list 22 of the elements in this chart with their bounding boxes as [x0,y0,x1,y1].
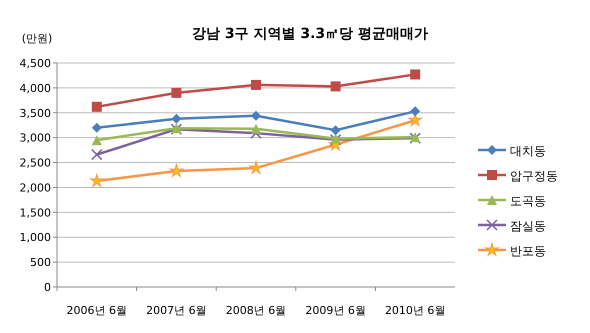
legend-label: 잠실동 [510,219,546,233]
y-tick-label: 1,500 [20,206,51,220]
y-tick-label: 3,500 [20,106,51,120]
x-tick-label: 2010년 6월 [384,304,446,317]
y-tick-label: 4,500 [20,57,51,70]
x-tick-label: 2007년 6월 [146,304,207,317]
x-tick-label: 2009년 6월 [305,304,366,317]
legend-label: 대치동 [510,144,546,158]
y-tick-label: 4,000 [20,82,51,95]
y-tick-label: 1,000 [20,231,51,244]
y-tick-label: 3,000 [20,132,51,145]
legend-label: 도곡동 [510,194,546,208]
x-tick-label: 2008년 6월 [226,304,286,317]
legend-label: 압구정동 [510,169,558,183]
y-tick-label: 0 [44,281,51,294]
y-tick-label: 500 [30,256,51,270]
chart-title: 강남 3구 지역별 3.3㎡당 평균매매가 [192,26,428,42]
y-tick-label: 2,000 [20,181,51,194]
y-axis-title: (만원) [22,32,52,45]
x-tick-label: 2006년 6월 [66,304,128,317]
y-tick-label: 2,500 [20,156,51,170]
legend-label: 반포동 [510,244,546,258]
